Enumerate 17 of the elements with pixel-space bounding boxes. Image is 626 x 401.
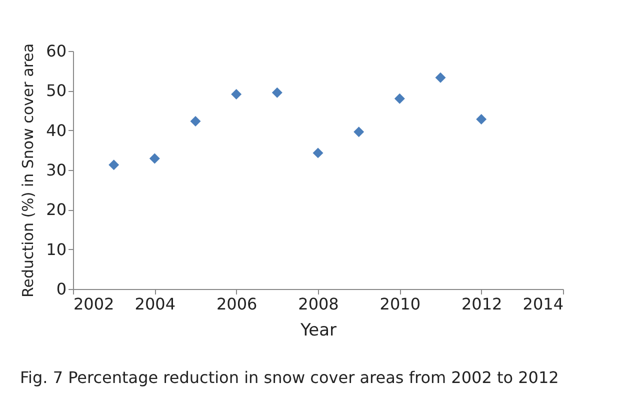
y-tick-label: 0 [56, 280, 66, 298]
x-axis-title: Year [300, 320, 337, 340]
x-tick-label: 2010 [380, 294, 421, 314]
y-tick-label: 30 [46, 160, 66, 180]
y-tick-label: 20 [46, 200, 66, 220]
x-tick-label: 2002 [74, 294, 114, 314]
caption: Fig. 7 Percentage reduction in snow cover areas from 2002 to 2012 [20, 368, 559, 387]
y-axis-title: Reduction (%) in Snow cover area [19, 43, 38, 298]
y-tick-label: 50 [46, 81, 66, 100]
x-tick-label: 2014 [522, 294, 564, 314]
y-tick-label: 10 [46, 240, 66, 259]
x-tick-label: 2006 [216, 294, 258, 314]
x-tick-label: 2004 [134, 294, 176, 314]
y-tick-label: 40 [46, 120, 66, 140]
x-tick-label: 2012 [461, 294, 502, 314]
y-tick-label: 60 [46, 42, 66, 60]
x-tick-label: 2008 [298, 294, 339, 314]
